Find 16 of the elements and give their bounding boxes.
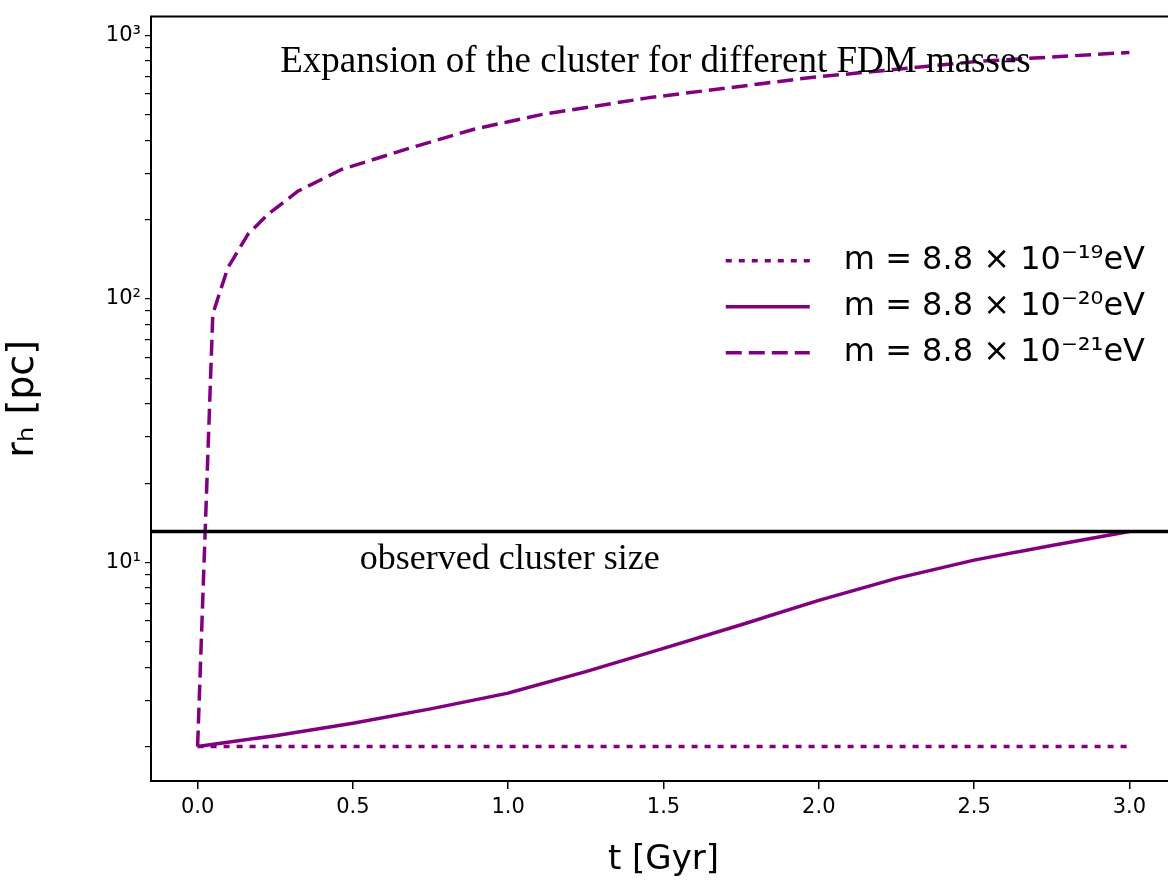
x-axis-title: t [Gyr] xyxy=(607,837,720,878)
legend-label: m = 8.8 × 10⁻¹⁹eV xyxy=(843,239,1146,278)
x-tick-label: 3.0 xyxy=(1112,794,1147,819)
y-tick-label: 10² xyxy=(105,285,141,310)
x-tick-label: 2.5 xyxy=(957,794,991,819)
y-tick-label: 10¹ xyxy=(105,548,141,573)
x-tick-label: 1.0 xyxy=(491,794,525,819)
x-tick-label: 0.0 xyxy=(180,794,215,819)
legend-label: m = 8.8 × 10⁻²⁰eV xyxy=(843,285,1146,324)
x-tick-label: 2.0 xyxy=(802,794,836,819)
x-tick-label: 0.5 xyxy=(336,794,370,819)
ref-line-label: observed cluster size xyxy=(359,536,660,577)
y-axis-title: rₕ [pc] xyxy=(0,339,42,458)
x-tick-label: 1.5 xyxy=(646,794,681,819)
y-tick-label: 10³ xyxy=(105,21,141,46)
legend-label: m = 8.8 × 10⁻²¹eV xyxy=(843,331,1146,370)
